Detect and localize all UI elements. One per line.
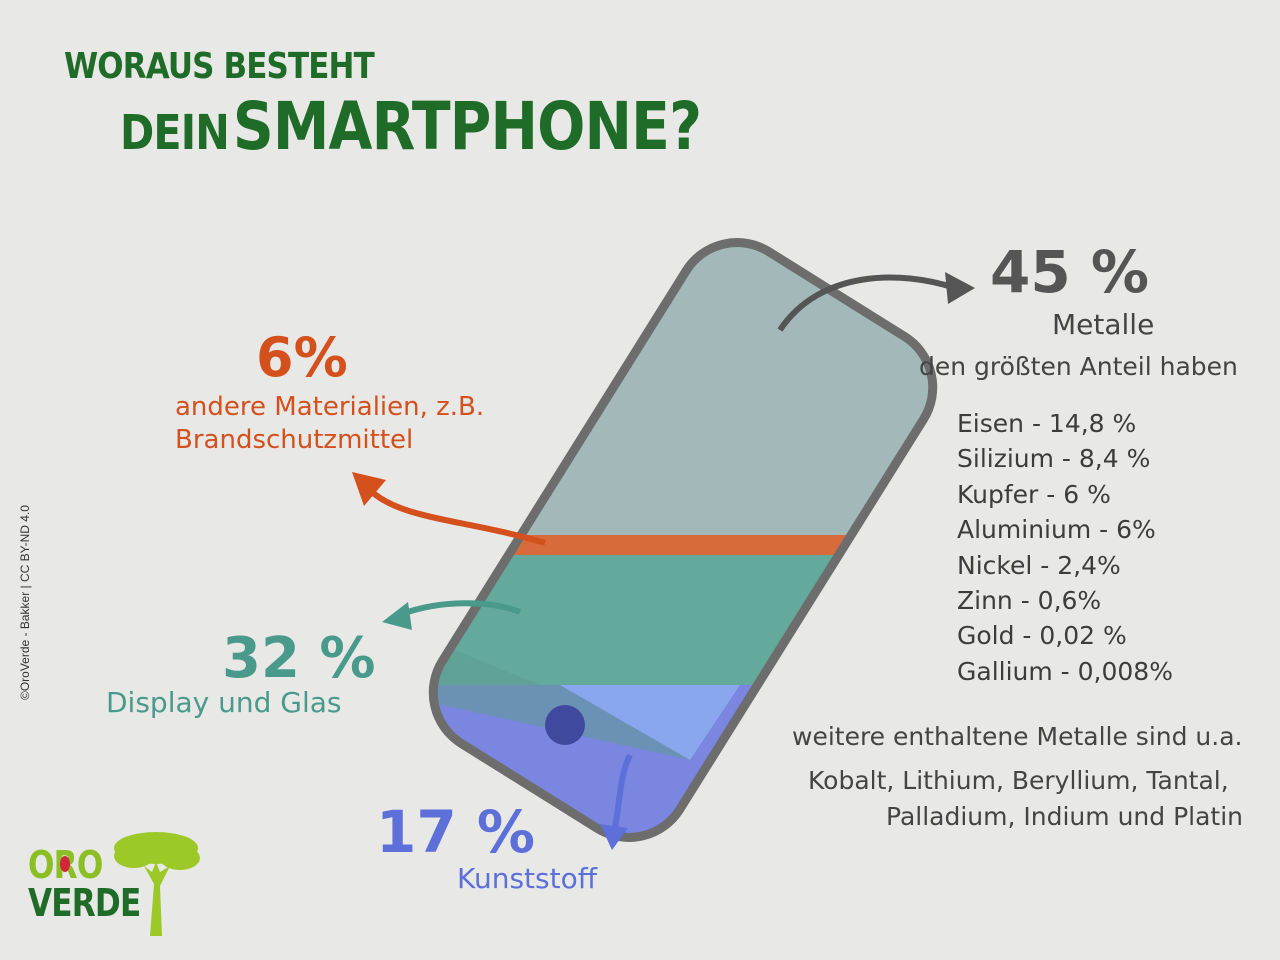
list-item: Eisen - 14,8 % <box>957 409 1137 438</box>
metals-label: Metalle <box>1052 308 1155 341</box>
title-line-2: DEIN SMARTPHONE? <box>120 88 702 165</box>
plastic-label: Kunststoff <box>457 862 598 895</box>
list-item: Zinn - 0,6% <box>957 585 1102 615</box>
copyright-credit: ©OroVerde - Bakker | CC BY-ND 4.0 <box>18 505 32 700</box>
further-metals-line-2: Palladium, Indium und Platin <box>886 802 1244 831</box>
list-item: Silizium - 8,4 % <box>957 444 1151 474</box>
arrowhead-metals-icon <box>945 272 975 304</box>
logo-accent-dot <box>60 856 70 872</box>
arrow-other-icon <box>367 487 546 546</box>
display-percent: 32 % <box>222 626 376 691</box>
arrow-display-icon <box>400 600 522 617</box>
display-label: Display und Glas <box>106 686 342 719</box>
metals-list: Eisen - 14,8 % Silizium - 8,4 % Kupfer -… <box>957 406 1173 689</box>
arrow-metals-icon <box>777 274 956 332</box>
list-item: Gallium - 0,008% <box>957 656 1173 686</box>
further-metals-heading: weitere enthaltene Metalle sind u.a. <box>792 722 1243 751</box>
tree-icon <box>114 832 200 936</box>
list-item: Nickel - 2,4% <box>957 550 1121 580</box>
other-label-line-1: andere Materialien, z.B. <box>175 392 485 422</box>
other-label-line-2: Brandschutzmittel <box>175 425 414 455</box>
arrowhead-other-icon <box>352 472 386 506</box>
plastic-percent: 17 % <box>376 798 536 866</box>
arrow-plastic-icon <box>612 753 633 829</box>
home-button-icon <box>545 705 585 745</box>
further-metals-line-1: Kobalt, Lithium, Beryllium, Tantal, <box>808 766 1229 795</box>
metals-percent: 45 % <box>990 238 1150 306</box>
list-item: Aluminium - 6% <box>957 515 1156 545</box>
arrowhead-display-icon <box>382 602 412 630</box>
title-line-1: WORAUS BESTEHT <box>64 46 375 87</box>
oroverde-logo: ORO VERDE <box>28 826 208 942</box>
title-smartphone: SMARTPHONE? <box>232 88 702 165</box>
arrowhead-plastic-icon <box>600 824 628 850</box>
segment-other <box>410 535 956 555</box>
phone-outline <box>428 238 938 842</box>
list-item: Kupfer - 6 % <box>957 479 1111 509</box>
title-dein: DEIN <box>120 105 230 161</box>
metals-note: den größten Anteil haben <box>919 352 1238 381</box>
screen-highlight <box>560 685 740 760</box>
list-item: Gold - 0,02 % <box>957 621 1127 651</box>
logo-text-verde: VERDE <box>28 881 141 925</box>
other-percent: 6% <box>256 326 348 389</box>
